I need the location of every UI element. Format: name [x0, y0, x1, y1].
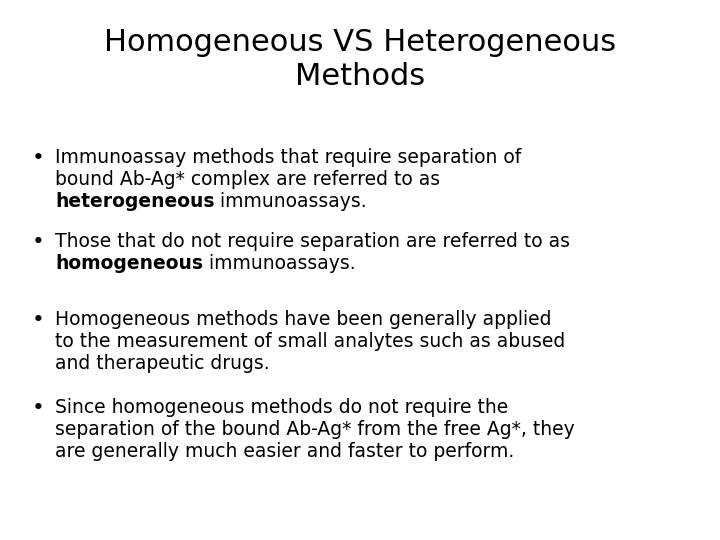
Text: •: • — [32, 232, 45, 252]
Text: •: • — [32, 148, 45, 168]
Text: heterogeneous: heterogeneous — [55, 192, 215, 211]
Text: Immunoassay methods that require separation of: Immunoassay methods that require separat… — [55, 148, 521, 167]
Text: and therapeutic drugs.: and therapeutic drugs. — [55, 354, 269, 373]
Text: Those that do not require separation are referred to as: Those that do not require separation are… — [55, 232, 570, 251]
Text: Homogeneous methods have been generally applied: Homogeneous methods have been generally … — [55, 310, 552, 329]
Text: immunoassays.: immunoassays. — [203, 254, 356, 273]
Text: immunoassays.: immunoassays. — [215, 192, 367, 211]
Text: bound Ab-Ag* complex are referred to as: bound Ab-Ag* complex are referred to as — [55, 170, 440, 189]
Text: Homogeneous VS Heterogeneous: Homogeneous VS Heterogeneous — [104, 28, 616, 57]
Text: Since homogeneous methods do not require the: Since homogeneous methods do not require… — [55, 398, 508, 417]
Text: to the measurement of small analytes such as abused: to the measurement of small analytes suc… — [55, 332, 565, 351]
Text: are generally much easier and faster to perform.: are generally much easier and faster to … — [55, 442, 514, 461]
Text: •: • — [32, 398, 45, 418]
Text: Methods: Methods — [295, 62, 425, 91]
Text: homogeneous: homogeneous — [55, 254, 203, 273]
Text: •: • — [32, 310, 45, 330]
Text: separation of the bound Ab-Ag* from the free Ag*, they: separation of the bound Ab-Ag* from the … — [55, 420, 575, 439]
